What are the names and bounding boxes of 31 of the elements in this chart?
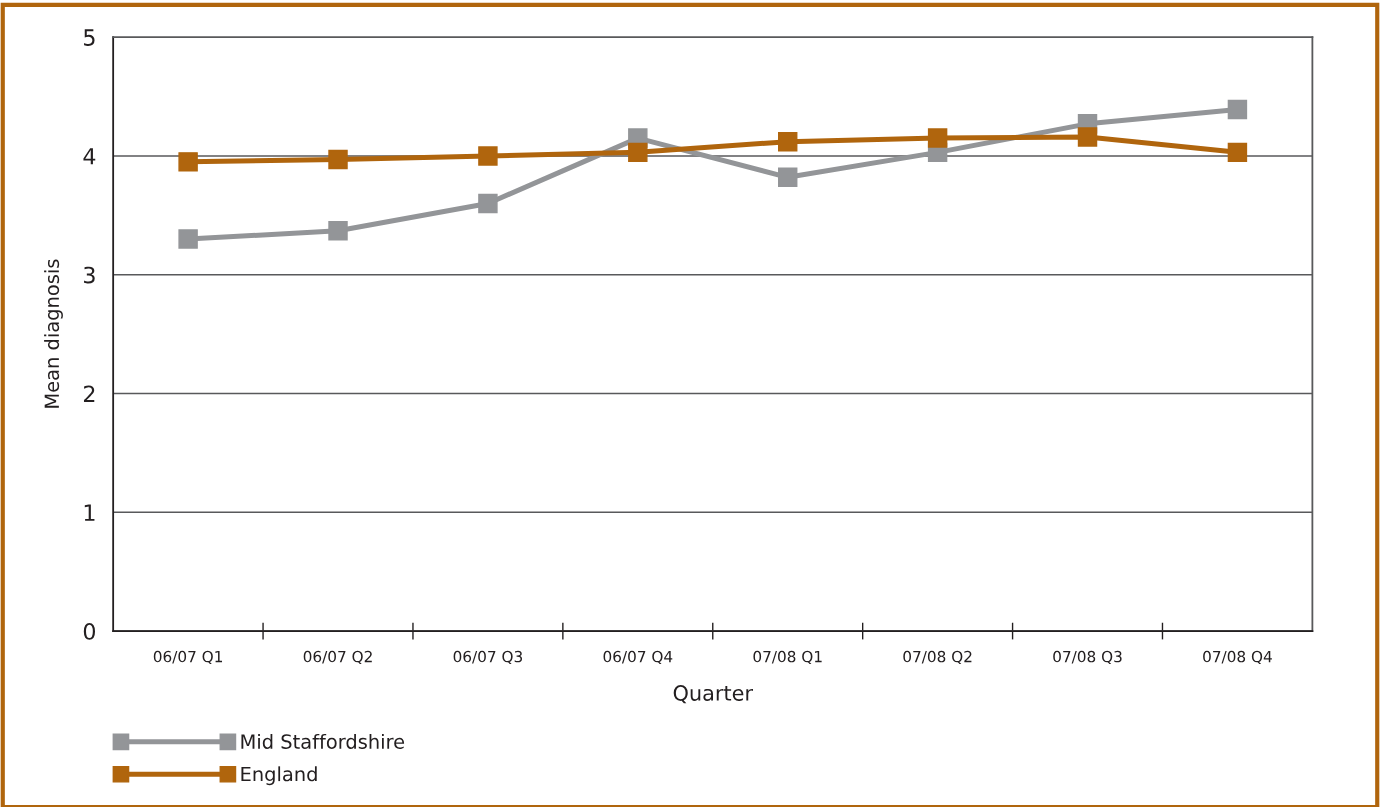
- point: [1227, 142, 1248, 163]
- legend-label: Mid Staffordshire: [241, 733, 405, 749]
- point: [328, 149, 348, 170]
- x-tick-label: 07/08 Q1: [753, 650, 822, 665]
- point: [927, 128, 948, 148]
- point: [1077, 127, 1098, 147]
- point: [178, 152, 198, 172]
- point: [478, 146, 498, 166]
- point: [777, 167, 798, 188]
- point: [478, 193, 498, 214]
- x-axis-title: Quarter: [673, 685, 754, 704]
- x-tick-label: 06/07 Q1: [153, 650, 223, 665]
- x-tick-label: 06/07 Q2: [303, 650, 372, 665]
- y-tick-label: 2: [83, 385, 95, 402]
- point: [628, 142, 648, 163]
- x-tick-label: 06/07 Q4: [603, 650, 673, 665]
- point: [777, 131, 798, 152]
- x-tick-label: 06/07 Q3: [453, 650, 523, 665]
- y-tick-label: 3: [84, 266, 95, 284]
- legend-label: England: [241, 766, 317, 786]
- y-tick-label: 4: [83, 148, 96, 165]
- x-tick-label: 07/08 Q4: [1203, 650, 1272, 665]
- point: [178, 229, 198, 249]
- x-tick-label: 07/08 Q2: [903, 650, 972, 665]
- x-tick-label: 07/08 Q3: [1053, 650, 1122, 665]
- y-tick-label: 0: [83, 623, 96, 640]
- y-tick-label: 5: [84, 29, 95, 46]
- y-axis-title: Mean diagnosis: [44, 259, 63, 408]
- point: [1227, 99, 1248, 120]
- point: [328, 221, 348, 241]
- y-tick-label: 1: [84, 504, 95, 521]
